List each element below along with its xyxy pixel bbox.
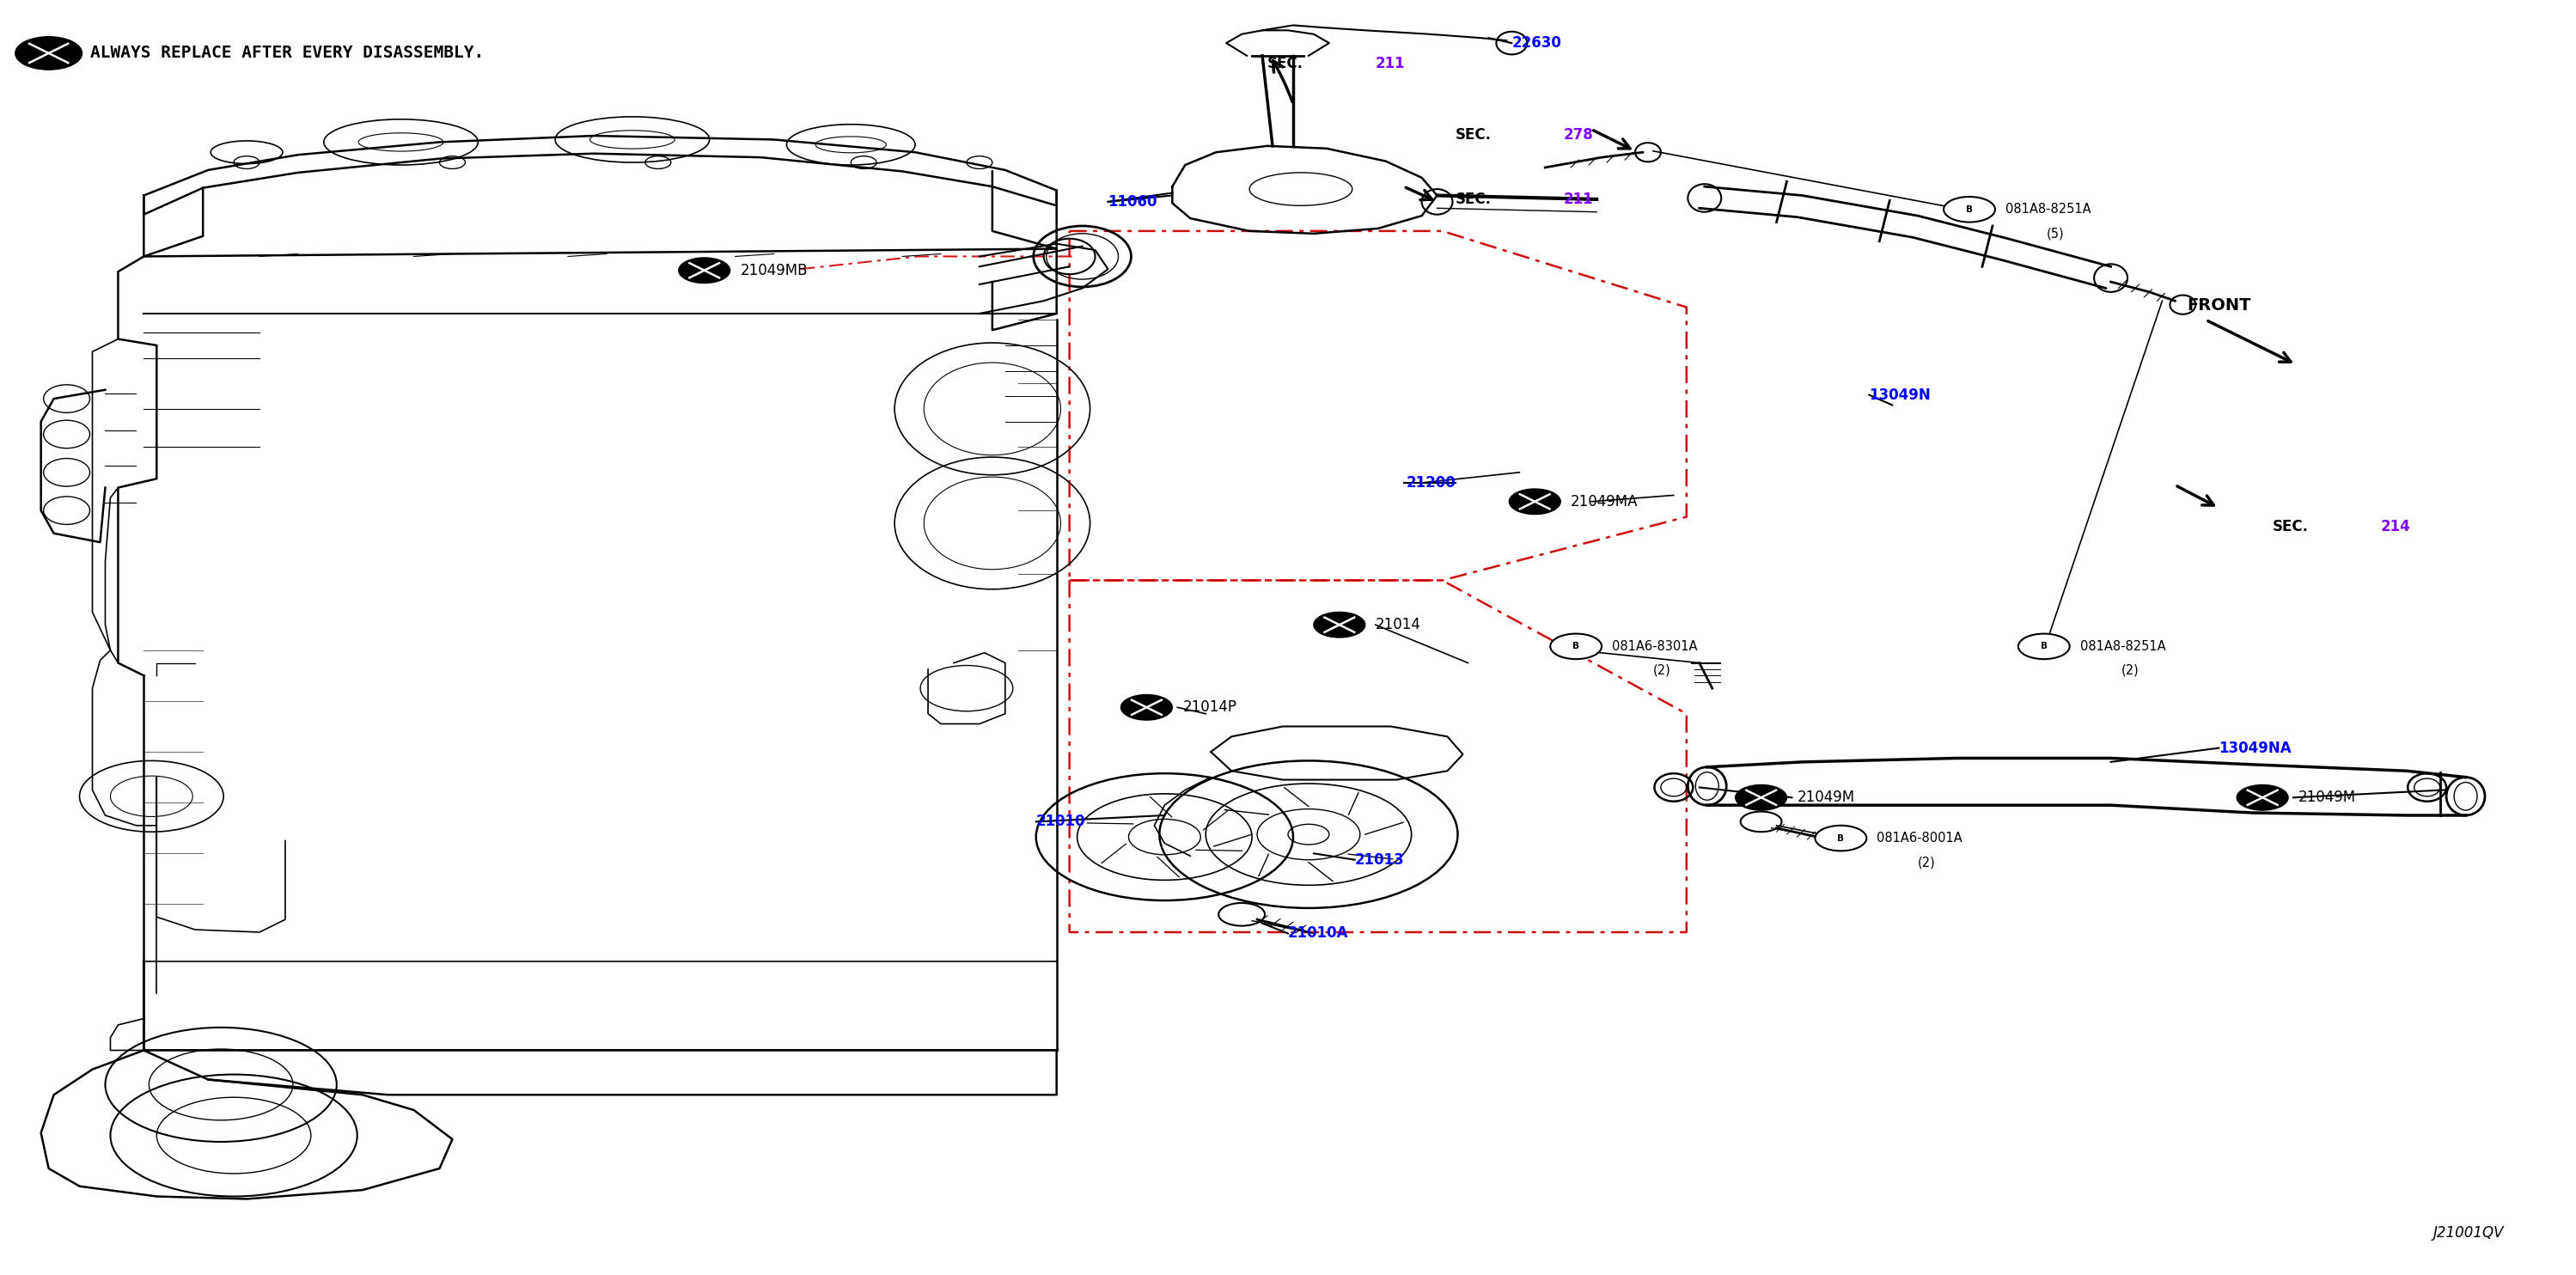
Text: 21010: 21010 [1036,813,1084,830]
Text: 22630: 22630 [1512,36,1561,51]
Text: 13049NA: 13049NA [2218,741,2293,756]
Text: 081A6-8301A: 081A6-8301A [1613,640,1698,653]
Text: B: B [1571,643,1579,650]
Text: FRONT: FRONT [2187,297,2251,314]
Text: (2): (2) [1919,856,1935,868]
Text: 211: 211 [1376,56,1404,71]
Text: 21049MA: 21049MA [1571,493,1638,509]
Text: 21200: 21200 [1406,474,1455,491]
Text: 21049M: 21049M [2298,789,2357,806]
Circle shape [2236,785,2287,810]
Text: (5): (5) [2045,227,2063,240]
Text: (2): (2) [2120,664,2138,677]
Circle shape [1551,634,1602,659]
Text: SEC.: SEC. [1267,56,1303,71]
Text: 081A8-8251A: 081A8-8251A [2004,203,2092,215]
Circle shape [1121,695,1172,720]
Text: 11060: 11060 [1108,194,1157,209]
Text: 13049N: 13049N [1870,388,1932,403]
Text: SEC.: SEC. [1455,191,1492,207]
Text: 278: 278 [1564,126,1592,143]
Text: B: B [1965,205,1973,214]
Text: J21001QV: J21001QV [2434,1225,2504,1241]
Text: 21013: 21013 [1355,852,1404,867]
Circle shape [15,37,82,70]
Text: B: B [1837,834,1844,843]
Circle shape [1314,612,1365,638]
Circle shape [1816,825,1868,850]
Text: B: B [2040,643,2048,650]
Text: 21010A: 21010A [1288,926,1350,941]
Text: SEC.: SEC. [1455,126,1492,143]
Text: 21049MB: 21049MB [739,263,809,278]
Text: 21014P: 21014P [1182,700,1236,715]
Circle shape [2017,634,2069,659]
Text: 081A6-8001A: 081A6-8001A [1878,831,1963,844]
Text: 211: 211 [1564,191,1592,207]
Text: (2): (2) [1654,664,1672,677]
Text: 21049M: 21049M [1798,789,1855,806]
Text: SEC.: SEC. [2272,519,2308,534]
Circle shape [1510,488,1561,514]
Circle shape [1945,196,1994,222]
Text: 21014: 21014 [1376,617,1422,632]
Circle shape [677,258,729,283]
Circle shape [1736,785,1788,810]
Text: 081A8-8251A: 081A8-8251A [2079,640,2166,653]
Text: ALWAYS REPLACE AFTER EVERY DISASSEMBLY.: ALWAYS REPLACE AFTER EVERY DISASSEMBLY. [90,45,484,61]
Text: 214: 214 [2380,519,2411,534]
